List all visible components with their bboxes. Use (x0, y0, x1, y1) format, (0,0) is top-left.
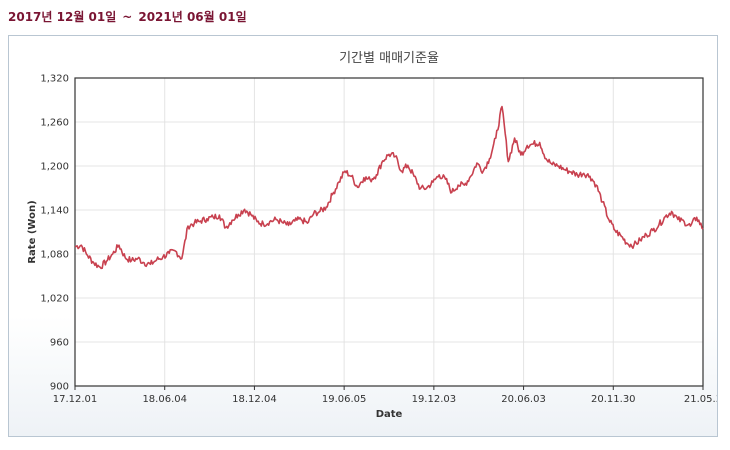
plot-background (75, 78, 703, 386)
y-tick-label: 960 (50, 338, 69, 349)
x-tick-label: 20.11.30 (591, 394, 636, 405)
range-start-date: 2017년 12월 01일 (8, 10, 117, 24)
y-axis-label: Rate (Won) (27, 200, 38, 263)
x-tick-label: 19.06.05 (322, 394, 367, 405)
x-tick-label: 18.12.04 (232, 394, 277, 405)
plot-frame (74, 77, 704, 387)
y-tick-label: 1,200 (40, 162, 69, 173)
range-separator: ~ (122, 10, 133, 24)
y-tick-label: 1,320 (40, 74, 69, 85)
x-tick-label: 18.06.04 (142, 394, 187, 405)
chart-title: 기간별 매매기준율 (339, 51, 439, 66)
x-tick-label: 19.12.03 (412, 394, 457, 405)
x-axis-label: Date (376, 409, 403, 420)
x-tick-label: 17.12.01 (53, 394, 98, 405)
y-tick-label: 1,080 (40, 250, 69, 261)
series-line (74, 105, 704, 270)
x-tick-label: 20.06.03 (501, 394, 546, 405)
date-range-header: 2017년 12월 01일 ~2021년 06월 01일 (8, 8, 247, 25)
y-tick-label: 1,260 (40, 118, 69, 129)
range-end-date: 2021년 06월 01일 (138, 10, 247, 24)
y-tick-label: 1,140 (40, 206, 69, 217)
chart-panel: 900 960 1,020 1,080 1,140 1,200 1,260 1,320 17.1… (8, 35, 718, 437)
exchange-rate-chart: 900 960 1,020 1,080 1,140 1,200 1,260 1,320 17.1… (27, 51, 717, 420)
y-tick-label: 1,020 (40, 294, 69, 305)
y-tick-label: 900 (50, 382, 69, 393)
x-tick-label: 21.05.3 (684, 394, 717, 405)
